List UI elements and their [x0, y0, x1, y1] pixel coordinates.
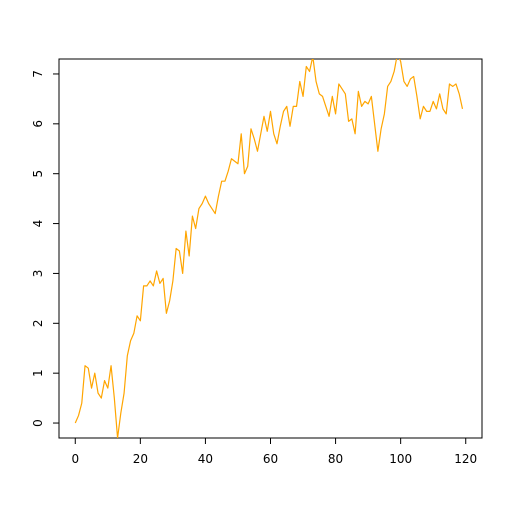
y-tick-label: 2: [31, 319, 45, 327]
x-tick-label: 80: [328, 452, 343, 466]
series-layer: [74, 59, 464, 438]
y-tick-label: 7: [31, 70, 45, 78]
y-axis: 0 1 2 3 4 5 6 7: [31, 70, 59, 427]
y-tick-label: 4: [31, 220, 45, 228]
x-tick-label: 100: [389, 452, 412, 466]
y-tick-label: 5: [31, 170, 45, 178]
x-axis: 0 20 40 60 80 100 120: [71, 438, 477, 466]
y-tick-label: 3: [31, 270, 45, 278]
x-tick-label: 60: [263, 452, 278, 466]
plot-area: [58, 58, 483, 439]
x-tick-label: 20: [133, 452, 148, 466]
y-tick-label: 6: [31, 120, 45, 128]
plot-frame: [58, 58, 483, 439]
y-tick-label: 1: [31, 369, 45, 377]
y-tick-label: 0: [31, 419, 45, 427]
series-line: [74, 59, 464, 438]
x-tick-label: 0: [71, 452, 79, 466]
x-tick-label: 40: [198, 452, 213, 466]
x-tick-label: 120: [454, 452, 477, 466]
